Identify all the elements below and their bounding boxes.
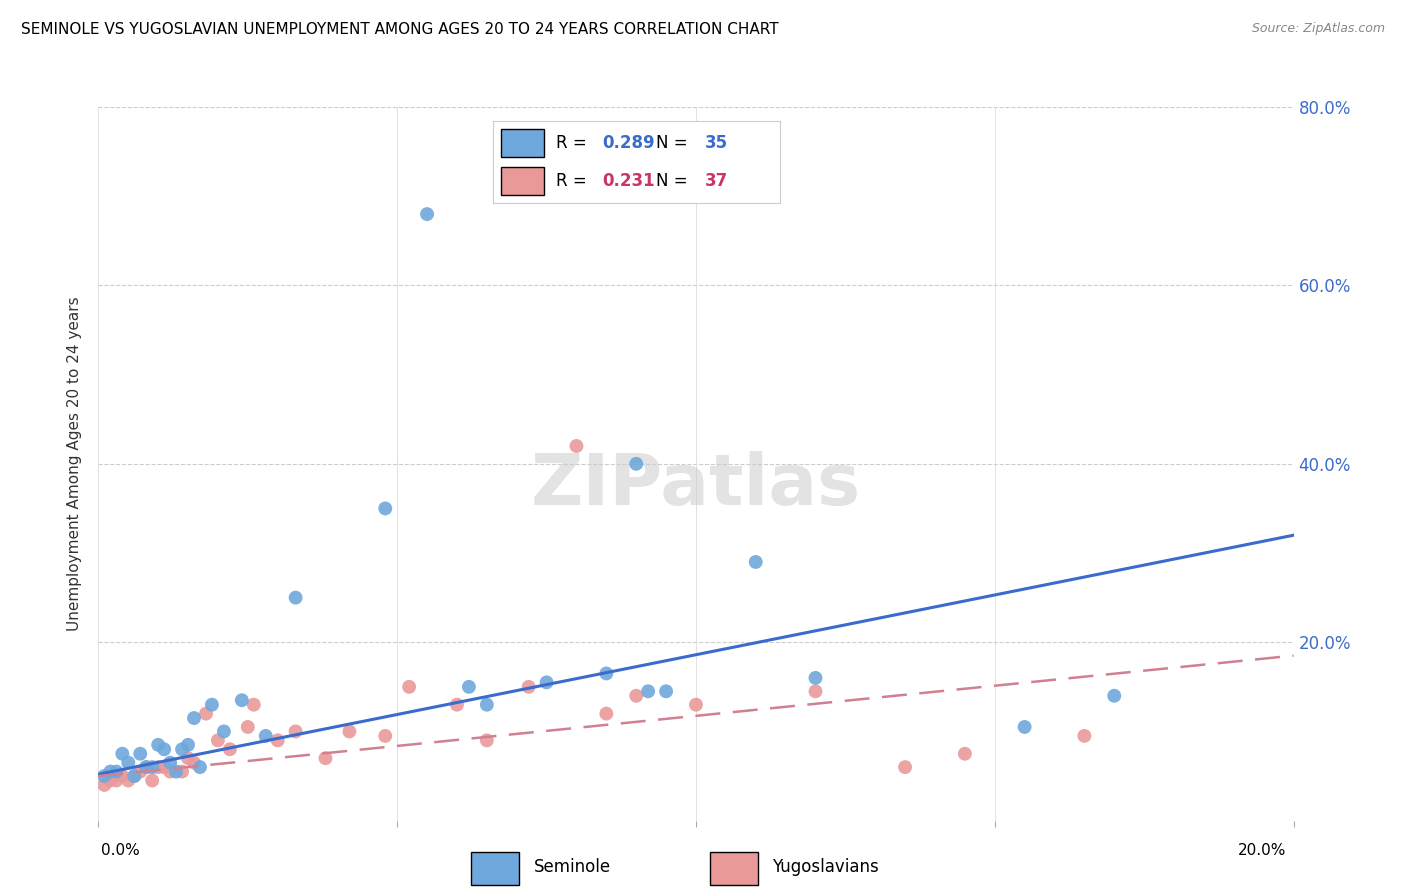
Point bbox=[195, 706, 218, 721]
Text: 20.0%: 20.0% bbox=[1239, 843, 1286, 858]
Point bbox=[517, 680, 540, 694]
Point bbox=[172, 764, 194, 779]
Point bbox=[685, 698, 707, 712]
Point bbox=[236, 720, 259, 734]
Point bbox=[745, 555, 768, 569]
Point bbox=[595, 666, 617, 681]
Point bbox=[129, 747, 152, 761]
Point bbox=[105, 764, 128, 779]
Point bbox=[183, 756, 205, 770]
Point bbox=[111, 747, 134, 761]
Point bbox=[243, 698, 266, 712]
Point bbox=[374, 729, 396, 743]
Point bbox=[416, 207, 439, 221]
Point bbox=[374, 501, 396, 516]
Point bbox=[153, 742, 176, 756]
Point bbox=[398, 680, 420, 694]
Point bbox=[458, 680, 481, 694]
Point bbox=[1104, 689, 1126, 703]
Point bbox=[804, 671, 827, 685]
Point bbox=[148, 760, 170, 774]
Point bbox=[1073, 729, 1095, 743]
Text: 0.0%: 0.0% bbox=[101, 843, 141, 858]
Point bbox=[177, 751, 200, 765]
Point bbox=[339, 724, 360, 739]
Point bbox=[188, 760, 211, 774]
Point bbox=[105, 773, 128, 788]
Point bbox=[894, 760, 917, 774]
Point bbox=[475, 733, 498, 747]
Point bbox=[1014, 720, 1036, 734]
Point bbox=[93, 778, 115, 792]
Point bbox=[595, 706, 617, 721]
Point bbox=[141, 773, 163, 788]
Point bbox=[231, 693, 253, 707]
Point bbox=[212, 724, 235, 739]
Point bbox=[536, 675, 558, 690]
Point bbox=[626, 689, 648, 703]
Point bbox=[117, 773, 139, 788]
Y-axis label: Unemployment Among Ages 20 to 24 years: Unemployment Among Ages 20 to 24 years bbox=[67, 296, 83, 632]
Point bbox=[446, 698, 468, 712]
Point bbox=[159, 756, 181, 770]
Point bbox=[219, 742, 242, 756]
Point bbox=[177, 738, 200, 752]
Point bbox=[637, 684, 659, 698]
Point bbox=[254, 729, 277, 743]
Point bbox=[124, 769, 146, 783]
Text: SEMINOLE VS YUGOSLAVIAN UNEMPLOYMENT AMONG AGES 20 TO 24 YEARS CORRELATION CHART: SEMINOLE VS YUGOSLAVIAN UNEMPLOYMENT AMO… bbox=[21, 22, 779, 37]
Point bbox=[135, 760, 157, 774]
Point bbox=[172, 742, 194, 756]
Point bbox=[953, 747, 976, 761]
Point bbox=[100, 764, 122, 779]
Point bbox=[135, 760, 157, 774]
Point bbox=[183, 711, 205, 725]
Point bbox=[124, 769, 146, 783]
Point bbox=[626, 457, 648, 471]
Point bbox=[804, 684, 827, 698]
Point bbox=[141, 760, 163, 774]
Point bbox=[100, 773, 122, 788]
Point bbox=[165, 764, 187, 779]
Point bbox=[315, 751, 337, 765]
Text: ZIPatlas: ZIPatlas bbox=[531, 450, 860, 520]
Point bbox=[655, 684, 678, 698]
Point bbox=[153, 760, 176, 774]
Point bbox=[475, 698, 498, 712]
Point bbox=[111, 769, 134, 783]
Point bbox=[284, 591, 307, 605]
Point bbox=[129, 764, 152, 779]
Point bbox=[148, 738, 170, 752]
Point bbox=[117, 756, 139, 770]
Point bbox=[93, 769, 115, 783]
Point bbox=[207, 733, 229, 747]
Text: Source: ZipAtlas.com: Source: ZipAtlas.com bbox=[1251, 22, 1385, 36]
Point bbox=[284, 724, 307, 739]
Point bbox=[159, 764, 181, 779]
Point bbox=[201, 698, 224, 712]
Point bbox=[267, 733, 290, 747]
Point bbox=[565, 439, 588, 453]
